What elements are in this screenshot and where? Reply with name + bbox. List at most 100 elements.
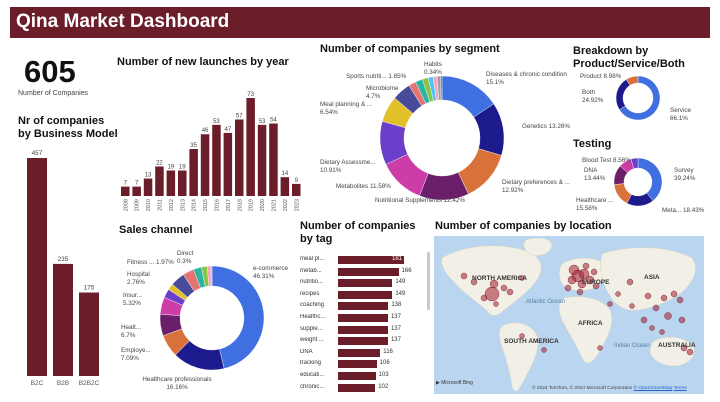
tag-row[interactable]: tracking 106 (300, 359, 406, 369)
tag-bar[interactable] (338, 302, 389, 311)
location-bubble[interactable] (541, 347, 547, 353)
launch-bar[interactable] (121, 186, 130, 196)
launch-bar[interactable] (235, 119, 244, 196)
location-bubble[interactable] (626, 278, 634, 286)
launch-bar[interactable] (178, 170, 187, 196)
breakdown-slice[interactable] (625, 75, 639, 86)
launch-bar[interactable] (155, 166, 164, 196)
breakdown-slice[interactable] (615, 79, 631, 110)
tag-row[interactable]: educati... 103 (300, 371, 406, 381)
tag-row[interactable]: metab... 166 (300, 267, 412, 277)
launch-bar[interactable] (292, 183, 301, 196)
location-bubble[interactable] (649, 325, 655, 331)
location-bubble[interactable] (506, 288, 514, 296)
launch-bar[interactable] (280, 177, 290, 196)
location-bubble[interactable] (676, 296, 684, 304)
tag-row[interactable]: supple... 137 (300, 325, 406, 335)
location-bubble[interactable] (480, 294, 488, 302)
launch-value-label: 35 (190, 143, 197, 149)
tag-bar[interactable] (338, 314, 388, 322)
launch-bar[interactable] (189, 149, 198, 196)
tag-row[interactable]: coaching 138 (300, 301, 406, 311)
tag-row[interactable]: weight ... 137 (300, 336, 406, 346)
tag-bar[interactable] (338, 360, 377, 369)
business-model-bar[interactable] (27, 158, 47, 376)
location-bubble[interactable] (500, 284, 508, 292)
location-bubble[interactable] (470, 278, 478, 286)
location-bubble[interactable] (460, 272, 468, 280)
launch-bar[interactable] (246, 98, 255, 196)
location-bubble[interactable] (567, 275, 577, 285)
tag-row[interactable]: Healthc... 137 (300, 313, 406, 323)
segment-slice[interactable] (440, 75, 443, 101)
location-bubble[interactable] (489, 279, 499, 289)
location-bubble[interactable] (664, 312, 672, 320)
map-bubbles[interactable] (434, 236, 704, 394)
tag-bar[interactable] (338, 337, 388, 346)
location-bubble[interactable] (592, 282, 600, 290)
tag-bar[interactable] (338, 267, 399, 276)
tags-scrollbar[interactable] (427, 252, 430, 310)
tag-bar[interactable] (338, 256, 404, 264)
location-bubble[interactable] (615, 291, 621, 297)
tag-row[interactable]: chronic... 102 (300, 383, 406, 393)
location-bubble[interactable] (670, 290, 678, 298)
sales-slice[interactable] (211, 265, 265, 369)
launch-bar[interactable] (143, 178, 153, 196)
location-bubble[interactable] (590, 268, 598, 276)
location-bubble[interactable] (607, 301, 613, 307)
launch-bar[interactable] (223, 132, 233, 196)
tag-bar[interactable] (338, 383, 376, 392)
osm-link[interactable]: © OpenStreetMap (633, 386, 673, 391)
location-bubble[interactable] (686, 348, 694, 356)
location-bubble[interactable] (519, 333, 525, 339)
location-map[interactable]: NORTH AMERICA EUROPE ASIA AFRICA SOUTH A… (434, 236, 704, 394)
location-bubble[interactable] (629, 303, 635, 309)
location-bubble[interactable] (578, 268, 590, 280)
business-model-chart[interactable]: 457 B2C 235 B2B 175 B2B2C (18, 148, 108, 392)
location-bubble[interactable] (652, 304, 660, 312)
launch-bar[interactable] (166, 170, 176, 196)
tag-bar[interactable] (338, 325, 388, 334)
tag-bar[interactable] (338, 279, 393, 288)
testing-slice[interactable] (637, 157, 663, 202)
launch-bar[interactable] (257, 124, 267, 196)
launch-bar[interactable] (269, 123, 278, 196)
business-model-category-label: B2B (57, 380, 69, 387)
tag-bar[interactable] (338, 290, 393, 299)
launch-bar[interactable] (200, 134, 210, 196)
location-bubble[interactable] (678, 316, 686, 324)
location-bubble[interactable] (659, 329, 665, 335)
sales-slice[interactable] (210, 265, 213, 287)
location-bubble[interactable] (585, 275, 595, 285)
tag-bar[interactable] (338, 372, 376, 380)
business-model-bar[interactable] (53, 263, 73, 376)
tag-bar[interactable] (338, 348, 381, 357)
location-bubble[interactable] (597, 345, 603, 351)
location-bubble[interactable] (582, 262, 590, 270)
location-bubble[interactable] (644, 292, 652, 300)
location-bubble[interactable] (680, 344, 688, 352)
location-bubble[interactable] (493, 301, 499, 307)
launch-bar[interactable] (212, 124, 221, 196)
terms-link[interactable]: Terms (673, 386, 687, 391)
location-bubble[interactable] (577, 279, 587, 289)
tag-row[interactable]: meal pl... 181 (300, 255, 406, 265)
testing-slice[interactable] (630, 157, 639, 169)
tag-row[interactable]: DNA 116 (300, 348, 406, 358)
location-bubble[interactable] (564, 284, 572, 292)
tag-row[interactable]: nutritio... 149 (300, 278, 406, 288)
business-model-bar[interactable] (79, 292, 99, 376)
tag-row[interactable]: recipes 149 (300, 290, 406, 300)
location-bubble[interactable] (484, 286, 500, 302)
location-bubble[interactable] (640, 316, 648, 324)
launch-bar[interactable] (132, 186, 141, 196)
launches-chart[interactable]: 7 2008 7 2009 13 2010 22 2011 19 2012 19 2013 35 2014… (117, 70, 307, 218)
location-bubble[interactable] (519, 275, 525, 281)
location-bubble[interactable] (660, 294, 668, 302)
location-bubble[interactable] (576, 288, 584, 296)
